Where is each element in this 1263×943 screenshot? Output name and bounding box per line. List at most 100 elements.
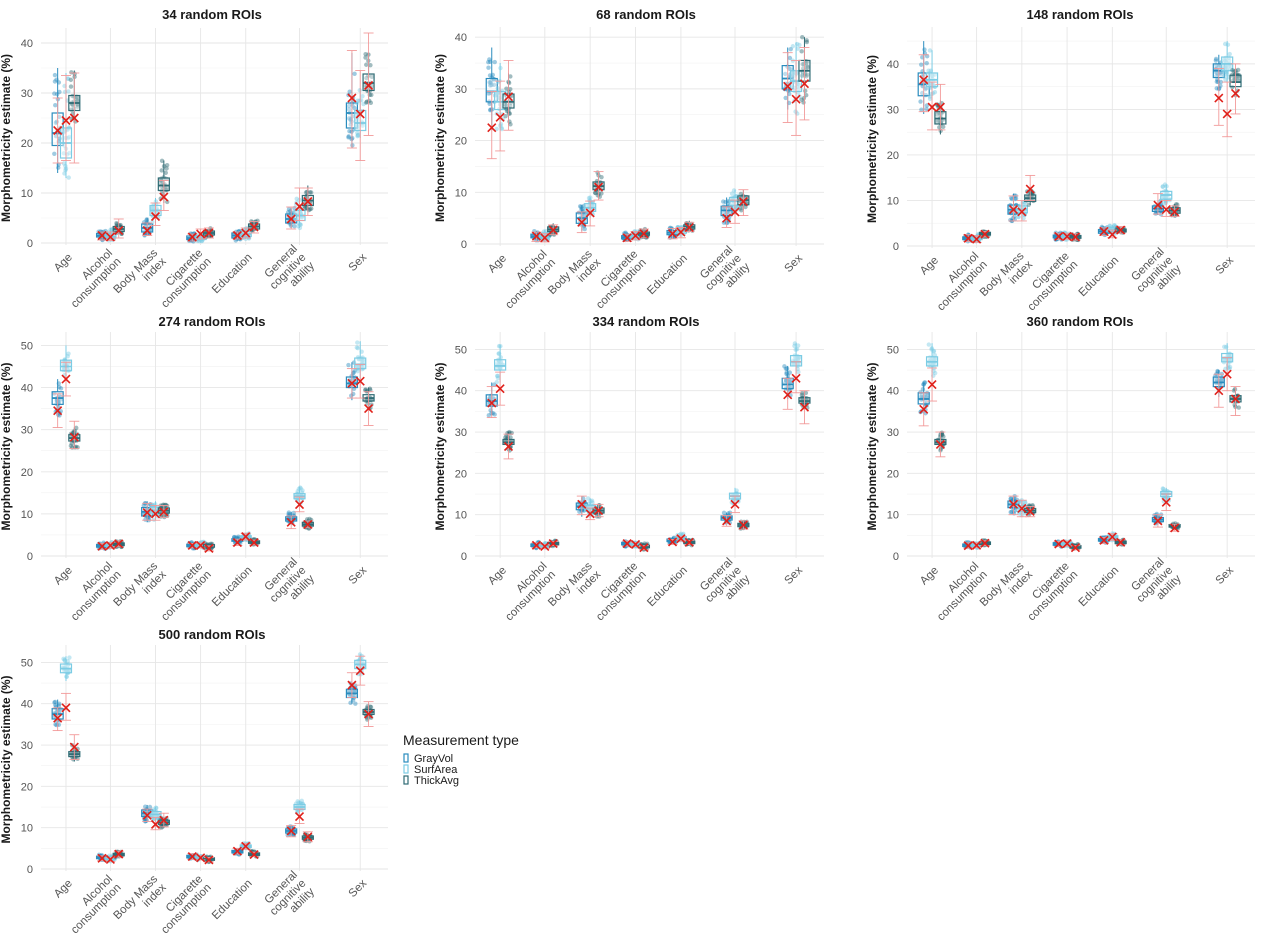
markers-surfarea bbox=[495, 373, 801, 552]
data-point bbox=[347, 129, 352, 134]
data-point bbox=[1232, 402, 1237, 408]
data-point bbox=[504, 86, 509, 91]
y-axis-label: Morphometricity estimate (%) bbox=[433, 54, 447, 222]
data-point bbox=[795, 343, 801, 348]
panel-title: 360 random ROIs bbox=[1027, 314, 1134, 329]
errorbars-thickavg bbox=[935, 386, 1241, 551]
data-point bbox=[355, 130, 360, 136]
data-point bbox=[800, 35, 805, 40]
panel-3: 148 random ROIs Morphometricity estimate … bbox=[865, 7, 1255, 313]
data-point bbox=[495, 375, 501, 381]
x-tick-label-age: Age bbox=[918, 254, 941, 277]
x-tick-label-sex: Sex bbox=[1214, 254, 1237, 277]
y-tick-label: 40 bbox=[887, 386, 899, 398]
markers-surfarea bbox=[927, 102, 1232, 244]
series-surfarea bbox=[494, 341, 803, 551]
panel-title: 334 random ROIs bbox=[593, 314, 700, 329]
data-point bbox=[356, 123, 361, 129]
data-point bbox=[346, 135, 351, 140]
panel-title: 500 random ROIs bbox=[159, 627, 266, 642]
data-point bbox=[1225, 365, 1231, 370]
y-tick-label: 20 bbox=[455, 468, 467, 480]
series-thickavg bbox=[502, 35, 811, 240]
y-tick-label: 0 bbox=[461, 239, 467, 251]
data-point bbox=[599, 174, 604, 180]
data-point bbox=[360, 123, 365, 128]
y-axis-label: Morphometricity estimate (%) bbox=[865, 362, 879, 530]
panel-4: 274 random ROIs Morphometricity estimate … bbox=[0, 314, 388, 623]
data-point bbox=[924, 60, 929, 66]
data-point bbox=[294, 196, 299, 201]
data-point bbox=[1160, 184, 1166, 190]
data-point bbox=[164, 166, 169, 171]
x-tick-label-sex: Sex bbox=[347, 251, 370, 274]
y-tick-label: 10 bbox=[887, 195, 899, 207]
data-point bbox=[1225, 42, 1231, 47]
data-point bbox=[1223, 344, 1229, 350]
x-tick-label-age: Age bbox=[52, 251, 75, 274]
data-point bbox=[74, 97, 80, 102]
x-tick-label-body-mass-index: Body Massindex bbox=[112, 560, 169, 617]
y-tick-label: 30 bbox=[455, 84, 467, 96]
data-point bbox=[941, 124, 946, 130]
data-point bbox=[66, 89, 71, 94]
markers-surfarea bbox=[495, 94, 801, 243]
data-point bbox=[919, 107, 924, 112]
x-tick-label-sex: Sex bbox=[1214, 564, 1237, 587]
x-tick-label-education: Education bbox=[210, 564, 255, 609]
data-point bbox=[163, 170, 168, 175]
y-tick-label: 30 bbox=[887, 427, 899, 439]
data-point bbox=[1215, 369, 1221, 375]
data-point bbox=[585, 496, 591, 501]
data-point bbox=[799, 49, 804, 54]
data-point bbox=[1008, 195, 1014, 201]
y-tick-label: 0 bbox=[893, 551, 899, 563]
y-tick-label: 0 bbox=[893, 241, 899, 253]
series-thickavg bbox=[68, 51, 375, 240]
data-point bbox=[68, 77, 74, 83]
x-tick-label-education: Education bbox=[1077, 254, 1122, 299]
data-point bbox=[61, 161, 67, 166]
y-tick-label: 30 bbox=[887, 104, 899, 116]
x-tick-label-general-cognitive-ability: Generalcognitiveability bbox=[259, 243, 317, 301]
data-point bbox=[63, 167, 68, 173]
data-point bbox=[498, 355, 503, 360]
data-point bbox=[114, 221, 120, 227]
data-point bbox=[65, 135, 71, 141]
markers-surfarea bbox=[927, 369, 1232, 550]
y-tick-label: 50 bbox=[887, 344, 899, 356]
series-grayvol bbox=[485, 46, 794, 243]
data-point bbox=[52, 91, 57, 96]
x-tick-label-education: Education bbox=[1077, 564, 1122, 609]
errorbars-thickavg bbox=[503, 390, 810, 551]
data-point bbox=[1213, 56, 1219, 62]
data-point bbox=[346, 116, 352, 121]
y-tick-label: 10 bbox=[21, 188, 33, 200]
y-tick-label: 30 bbox=[21, 740, 33, 752]
x-tick-label-education: Education bbox=[645, 564, 690, 609]
markers-thickavg bbox=[69, 404, 374, 553]
x-tick-label-sex: Sex bbox=[347, 564, 370, 587]
panel-title: 68 random ROIs bbox=[596, 7, 696, 22]
data-point bbox=[486, 65, 491, 70]
gridlines bbox=[41, 645, 388, 871]
panel-2: 68 random ROIs Morphometricity estimate (… bbox=[433, 7, 824, 311]
y-axis-label: Morphometricity estimate (%) bbox=[0, 362, 13, 530]
data-point bbox=[1214, 86, 1219, 91]
errorbars-grayvol bbox=[918, 373, 1224, 549]
data-point bbox=[66, 76, 71, 81]
data-point bbox=[357, 98, 362, 103]
data-point bbox=[53, 702, 58, 708]
panel-5: 334 random ROIs Morphometricity estimate … bbox=[433, 314, 824, 623]
data-point bbox=[503, 114, 508, 119]
data-point bbox=[507, 119, 512, 124]
x-tick-label-body-mass-index: Body Massindex bbox=[546, 248, 603, 305]
errorbars-grayvol bbox=[52, 50, 357, 242]
y-tick-label: 10 bbox=[21, 823, 33, 835]
errorbars-thickavg bbox=[503, 47, 810, 239]
data-point bbox=[75, 104, 80, 109]
markers-surfarea bbox=[61, 109, 365, 242]
errorbars-surfarea bbox=[495, 361, 802, 550]
data-point bbox=[68, 84, 74, 89]
